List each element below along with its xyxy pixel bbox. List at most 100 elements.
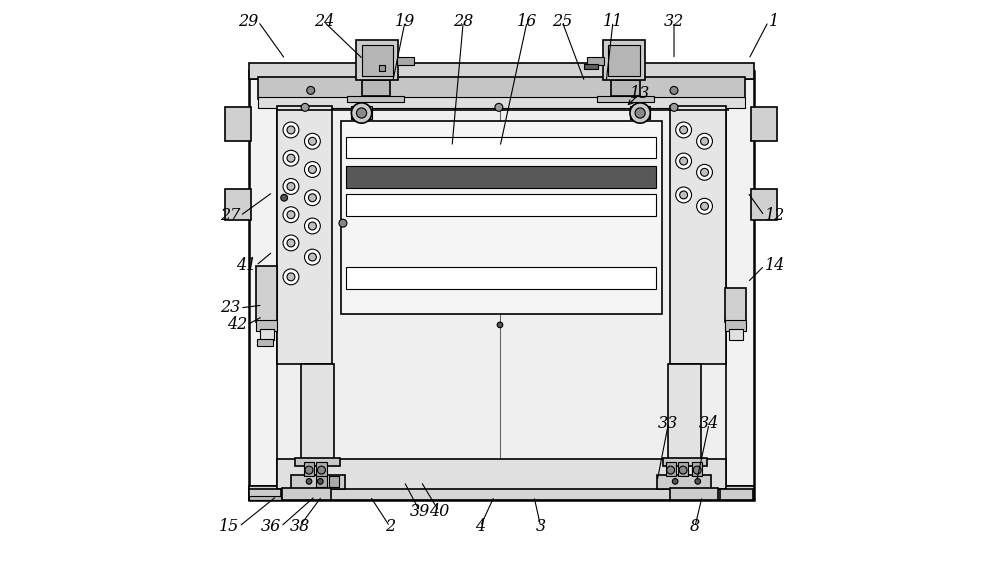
Circle shape: [283, 179, 299, 194]
Text: 19: 19: [395, 13, 415, 30]
Circle shape: [305, 190, 320, 206]
Bar: [692, 462, 702, 476]
Text: 15: 15: [219, 518, 239, 535]
Bar: [249, 496, 281, 500]
Text: 39: 39: [410, 503, 430, 520]
Text: 38: 38: [289, 518, 310, 535]
Text: 23: 23: [220, 299, 240, 316]
Bar: [346, 166, 656, 188]
Circle shape: [283, 122, 299, 138]
Bar: [751, 189, 777, 220]
Bar: [316, 476, 327, 487]
Text: 8: 8: [690, 518, 700, 535]
Bar: [668, 364, 701, 460]
Text: 16: 16: [517, 13, 537, 30]
Circle shape: [697, 198, 712, 214]
Circle shape: [281, 194, 288, 201]
Circle shape: [680, 191, 688, 199]
Bar: [725, 288, 746, 322]
Circle shape: [670, 86, 678, 94]
Circle shape: [676, 153, 692, 169]
Circle shape: [318, 466, 325, 474]
Bar: [346, 194, 656, 216]
Circle shape: [306, 479, 312, 484]
Circle shape: [679, 466, 687, 474]
Bar: [630, 106, 650, 119]
Bar: [249, 489, 281, 500]
Bar: [258, 77, 745, 99]
Circle shape: [308, 194, 316, 202]
Circle shape: [287, 211, 295, 219]
Circle shape: [307, 86, 315, 94]
Circle shape: [695, 479, 701, 484]
Circle shape: [305, 162, 320, 177]
Circle shape: [701, 137, 708, 145]
Bar: [670, 106, 726, 364]
Circle shape: [635, 108, 645, 118]
Bar: [356, 40, 398, 80]
Bar: [751, 107, 777, 141]
Circle shape: [283, 150, 299, 166]
Circle shape: [308, 222, 316, 230]
Bar: [256, 266, 277, 322]
Text: 34: 34: [699, 415, 719, 432]
Circle shape: [497, 322, 503, 328]
Bar: [341, 121, 662, 314]
Circle shape: [283, 269, 299, 285]
Circle shape: [701, 202, 708, 210]
Circle shape: [680, 157, 688, 165]
Text: 2: 2: [385, 518, 395, 535]
Bar: [329, 476, 339, 487]
Circle shape: [283, 235, 299, 251]
Bar: [725, 320, 746, 331]
Bar: [249, 63, 754, 79]
Circle shape: [351, 103, 372, 123]
Text: 14: 14: [764, 257, 785, 274]
Text: 1: 1: [768, 13, 778, 30]
Bar: [678, 462, 688, 476]
Circle shape: [305, 466, 313, 474]
Text: 36: 36: [261, 518, 281, 535]
Circle shape: [287, 126, 295, 134]
Text: 25: 25: [552, 13, 572, 30]
Bar: [316, 462, 327, 476]
Circle shape: [301, 103, 309, 111]
Circle shape: [630, 103, 650, 123]
Text: 11: 11: [603, 13, 623, 30]
Bar: [346, 267, 656, 289]
Text: 28: 28: [453, 13, 473, 30]
Bar: [249, 71, 754, 500]
Bar: [225, 189, 251, 220]
Text: 40: 40: [429, 503, 449, 520]
Bar: [291, 475, 345, 489]
Circle shape: [697, 164, 712, 180]
Text: 4: 4: [475, 518, 485, 535]
Bar: [277, 459, 726, 489]
Circle shape: [305, 133, 320, 149]
Text: 24: 24: [314, 13, 334, 30]
Circle shape: [287, 273, 295, 281]
Bar: [720, 489, 753, 500]
Bar: [611, 80, 640, 96]
Circle shape: [356, 108, 367, 118]
Bar: [346, 137, 656, 158]
Bar: [729, 329, 743, 340]
Circle shape: [287, 239, 295, 247]
Circle shape: [676, 122, 692, 138]
Bar: [282, 488, 330, 500]
Text: 3: 3: [536, 518, 546, 535]
Circle shape: [672, 479, 678, 484]
Circle shape: [287, 154, 295, 162]
Text: 27: 27: [220, 207, 240, 224]
Bar: [301, 364, 334, 460]
Circle shape: [287, 182, 295, 190]
Bar: [260, 329, 274, 340]
Bar: [666, 462, 676, 476]
Circle shape: [676, 187, 692, 203]
Circle shape: [283, 207, 299, 223]
Bar: [347, 96, 404, 102]
Circle shape: [308, 137, 316, 145]
Bar: [362, 80, 390, 96]
Circle shape: [667, 466, 675, 474]
Text: 42: 42: [227, 316, 247, 333]
